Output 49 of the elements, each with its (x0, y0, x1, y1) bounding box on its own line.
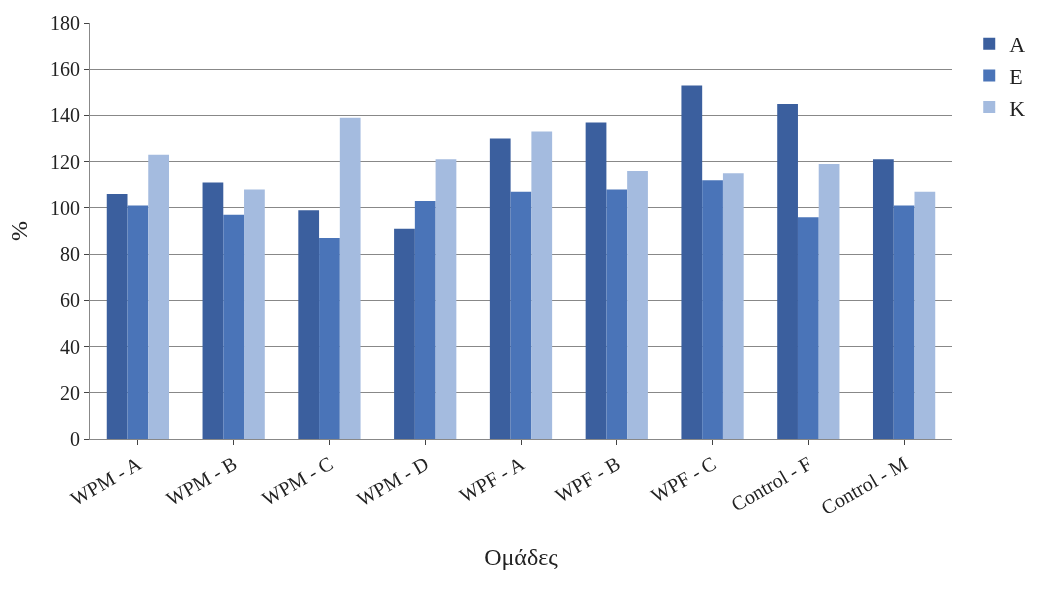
legend-label: E (1009, 63, 1023, 89)
y-tick-label: 180 (50, 12, 80, 34)
bar (914, 191, 936, 439)
bar (414, 200, 436, 439)
x-axis-title: Ομάδες (484, 544, 559, 571)
bar (681, 85, 703, 439)
bar (818, 163, 840, 439)
legend-label: A (1009, 32, 1026, 58)
y-tick-label: 100 (50, 196, 80, 219)
x-tick-label: WPF - A (455, 451, 529, 507)
x-tick-label: WPM - A (66, 451, 146, 511)
x-tick-label: WPM - D (352, 452, 433, 511)
bar (510, 191, 532, 439)
y-tick-label: 80 (60, 243, 80, 266)
bar (797, 217, 819, 439)
bar (202, 182, 224, 439)
bar (489, 138, 511, 439)
y-tick-label: 0 (70, 428, 80, 450)
bar (872, 159, 894, 439)
y-tick-label: 120 (50, 150, 80, 173)
y-tick-label: 40 (60, 335, 80, 358)
y-tick-label: 160 (50, 58, 80, 81)
bar (394, 228, 415, 439)
bar (531, 131, 553, 439)
bar (244, 189, 265, 439)
bar (127, 205, 149, 439)
bar (339, 117, 361, 439)
bar (893, 205, 915, 439)
bar (435, 159, 457, 439)
bar (319, 237, 340, 439)
y-axis-title: % (6, 221, 33, 241)
y-tick-label: 60 (60, 289, 80, 312)
bar (606, 189, 628, 439)
legend-label: K (1009, 95, 1026, 121)
bar (627, 170, 648, 439)
bar (585, 122, 607, 439)
x-tick-label: WPM - B (162, 452, 241, 511)
bar (298, 210, 320, 439)
y-tick-label: 20 (60, 381, 80, 404)
bar (702, 180, 723, 439)
bar (223, 214, 245, 439)
x-tick-label: WPM - C (258, 452, 337, 511)
bar (106, 194, 128, 439)
bar (777, 103, 798, 439)
bar (722, 173, 744, 439)
bar (148, 154, 170, 439)
y-tick-label: 140 (50, 104, 80, 127)
x-tick-label: WPF - B (551, 452, 624, 507)
x-tick-label: WPF - C (646, 452, 720, 507)
